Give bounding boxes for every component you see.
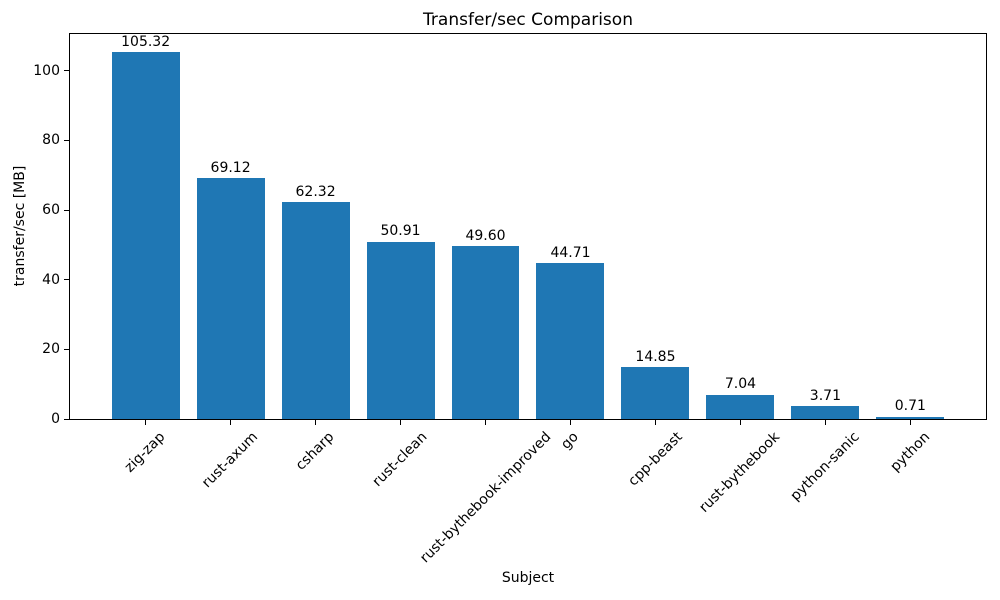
x-tick-label: rust-axum — [199, 429, 262, 492]
x-tick-label: zig-zap — [121, 429, 169, 476]
x-tick-label: cpp-beast — [625, 429, 686, 490]
x-tick-label: go — [558, 429, 583, 453]
bar-value-label: 44.71 — [550, 244, 591, 261]
x-tick-label: python — [887, 429, 933, 475]
x-tick-label: python-sanic — [787, 429, 863, 505]
y-tick-label: 0 — [51, 411, 60, 427]
bar-value-label: 0.71 — [894, 398, 926, 415]
x-tick-mark — [654, 420, 656, 425]
x-tick-mark — [569, 420, 571, 425]
x-tick-label: rust-bythebook-improved — [416, 429, 554, 567]
bar-value-label: 50.91 — [380, 223, 421, 240]
bar-value-label: 7.04 — [724, 376, 757, 393]
y-tick-label: 80 — [42, 132, 60, 149]
x-tick-mark — [485, 420, 486, 425]
x-tick-mark — [400, 420, 402, 425]
bar-value-label: 69.12 — [210, 159, 251, 176]
plot-area: 105.32 zig-zap 69.12 rust-axum 62.32 csharp 50… — [33, 33, 987, 566]
bar-value-label: 105.32 — [121, 33, 171, 50]
bar-value-label: 3.71 — [809, 387, 841, 404]
bar-python — [876, 416, 945, 419]
y-tick-label: 100 — [33, 62, 60, 79]
y-tick-label: 20 — [42, 341, 60, 358]
bar-go — [536, 263, 605, 419]
x-tick-mark — [824, 420, 826, 425]
y-tick-mark — [64, 279, 69, 281]
bar-rust-axum — [196, 178, 265, 419]
y-tick-mark — [64, 418, 69, 420]
x-axis-label: Subject — [501, 570, 555, 586]
bar-rust-bythebook-improved — [451, 246, 520, 419]
x-tick-label: csharp — [292, 429, 338, 474]
bar-zig-zap — [111, 52, 180, 419]
bar-python-sanic — [791, 406, 860, 419]
bar-rust-bythebook — [706, 394, 775, 419]
bar-rust-clean — [366, 241, 435, 419]
x-tick-label: rust-bythebook — [696, 429, 784, 516]
y-axis-label: transfer/sec [MB] — [12, 165, 28, 287]
y-tick-mark — [64, 139, 69, 141]
bar-value-label: 62.32 — [295, 183, 336, 200]
x-tick-mark — [739, 420, 741, 425]
x-tick-mark — [315, 420, 317, 425]
bar-cpp-beast — [621, 367, 690, 419]
x-tick-mark — [909, 420, 911, 425]
y-tick-mark — [64, 348, 69, 350]
chart-title: Transfer/sec Comparison — [423, 10, 633, 30]
bar-csharp — [281, 202, 350, 419]
bar-value-label: 49.60 — [465, 227, 506, 244]
y-tick-mark — [64, 70, 69, 72]
y-tick-label: 40 — [42, 271, 60, 288]
bar-value-label: 14.85 — [635, 348, 676, 365]
y-tick-label: 60 — [42, 202, 60, 219]
y-tick-mark — [64, 209, 69, 211]
x-tick-mark — [145, 420, 147, 425]
x-tick-mark — [230, 420, 232, 425]
x-tick-label: rust-clean — [369, 429, 431, 490]
